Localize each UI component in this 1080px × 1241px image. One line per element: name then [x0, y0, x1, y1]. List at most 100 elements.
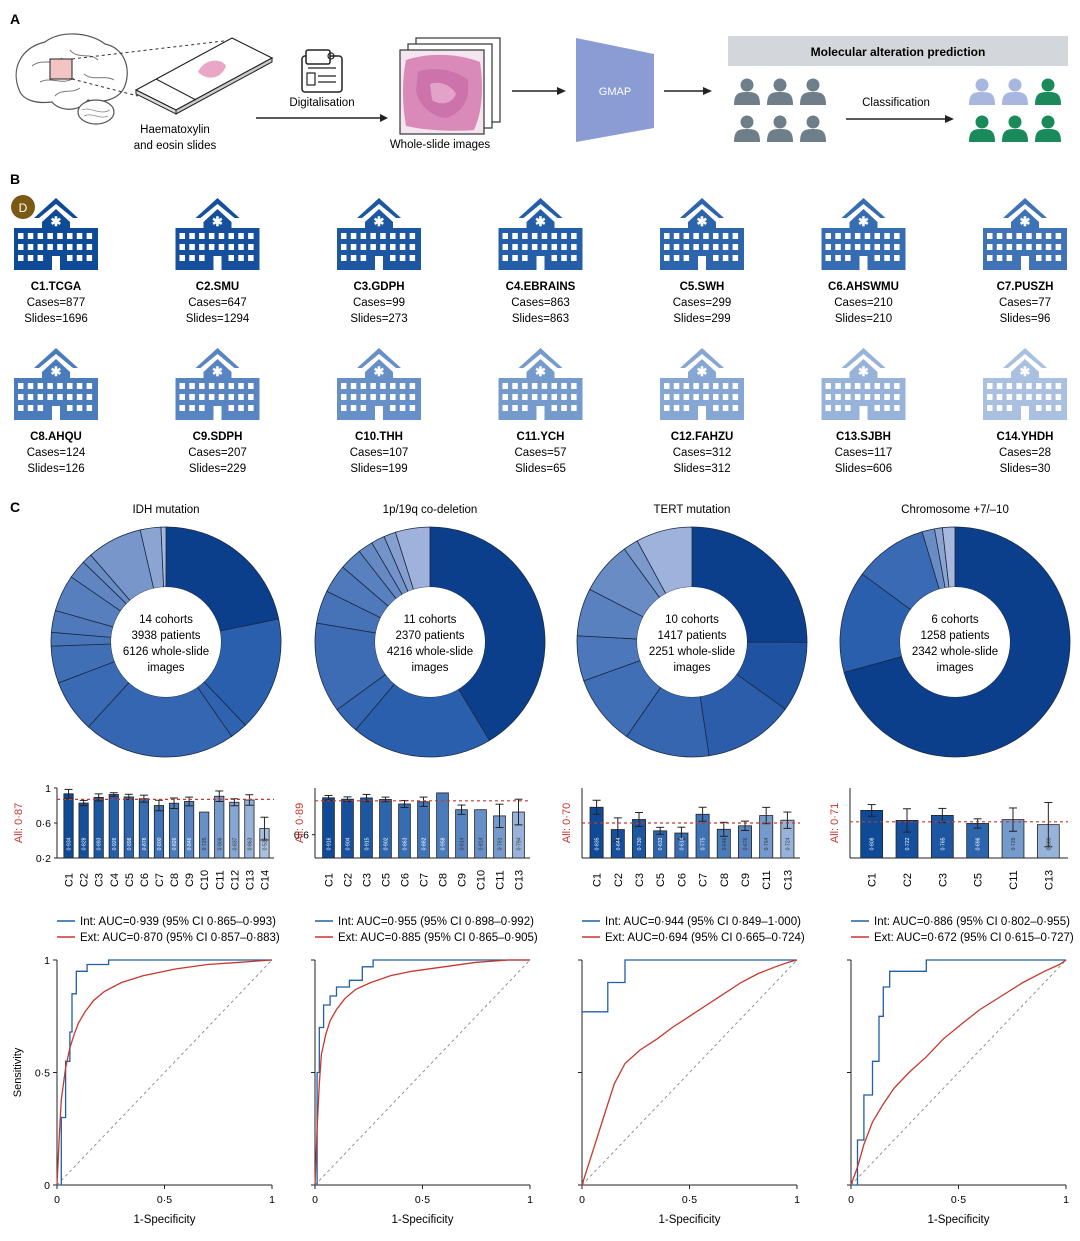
x-tick-label: C7	[419, 873, 431, 887]
cohort-name: C6.AHSWMU	[828, 281, 899, 293]
bar-value-label: 0·644	[616, 837, 622, 850]
bar-value-label: 0·722	[905, 837, 911, 850]
person-icon	[767, 78, 793, 105]
gmap-block	[576, 38, 654, 142]
chance-line	[850, 959, 1067, 1186]
cohort-cases: Cases=107	[350, 447, 409, 459]
slides-label-1: Haematoxylin	[140, 124, 210, 136]
cohort-slides: Slides=199	[350, 463, 407, 475]
x-tick-label: C9	[457, 873, 469, 887]
cohort-card: ✱ C6.AHSWMU Cases=210 Slides=210	[821, 198, 906, 325]
prediction-header: Molecular alteration prediction	[811, 45, 986, 59]
cohort-slides: Slides=1696	[24, 313, 88, 325]
wsi-label: Whole-slide images	[390, 139, 491, 151]
cohort-card: ✱ C5.SWH Cases=299 Slides=299	[660, 198, 744, 325]
bar-value-label: 0·814	[460, 837, 466, 850]
bar-value-label: 0·846	[187, 837, 193, 850]
cohort-cases: Cases=877	[27, 297, 86, 309]
bar-chart: All: 0·71 0·808 C1 0·722 C2 0·765 C3 0·696 C5 0·7…	[829, 788, 1068, 890]
cohort-cases: Cases=312	[673, 447, 732, 459]
prediction-header-bg	[728, 36, 1068, 66]
roc-curve	[582, 959, 797, 1013]
x-tick-label: C10	[199, 870, 211, 890]
x-tick-label: 1	[269, 1194, 275, 1206]
cohort-slides: Slides=229	[189, 463, 246, 475]
cohort-slides: Slides=30	[1000, 463, 1051, 475]
bar-value-label: 0·646	[722, 837, 728, 850]
cohort-grid: ✱ C1.TCGA Cases=877 Slides=1696 ✱ C2.SMU Cases…	[14, 198, 1067, 475]
x-tick-label: 1	[794, 1194, 800, 1206]
hospital-cross-icon: ✱	[51, 364, 62, 379]
bar-value-label: 0·696	[976, 837, 982, 850]
x-tick-label: C12	[229, 870, 241, 890]
bar-charts: 1 0·6 0·2 All: 0·87 0·934 C1 0·828 C2 0·893 C3 0·9…	[13, 783, 1068, 890]
bar-value-label: 0·898	[127, 837, 133, 850]
bar-chart: 1 0·6 0·2 All: 0·87 0·934 C1 0·828 C2 0·893 C3 0·9…	[13, 783, 274, 890]
legend-label: Ext: AUC=0·885 (95% CI 0·865–0·905)	[338, 932, 538, 944]
bar-value-label: 0·828	[82, 837, 88, 850]
donut-center-text: 2342 whole-slide	[912, 646, 998, 658]
x-axis-label: 1-Specificity	[659, 1214, 721, 1226]
bar-value-label: 0·800	[157, 837, 163, 850]
donut-center-text: images	[147, 662, 184, 674]
x-tick-label: C3	[634, 873, 646, 887]
donut-chart: 1p/19q co-deletion 11 cohorts 2370 patient…	[314, 504, 546, 758]
x-tick-label: C7	[154, 873, 166, 887]
hospital-cross-icon: ✱	[212, 214, 223, 229]
legend-label: Int: AUC=0·955 (95% CI 0·898–0·992)	[338, 916, 534, 928]
donut-center-text: 3938 patients	[131, 630, 200, 642]
panel-label-a: A	[10, 11, 20, 27]
hospital-cross-icon: ✱	[858, 364, 869, 379]
bar	[474, 809, 487, 859]
bar-value-label: 0·676	[743, 837, 749, 850]
bar-value-label: 0·814	[479, 837, 485, 850]
cohort-card: ✱ C13.SJBH Cases=117 Slides=606	[821, 348, 906, 475]
hospital-cross-icon: ✱	[374, 214, 385, 229]
donut-hole	[111, 587, 221, 697]
x-axis-label: 1-Specificity	[928, 1214, 990, 1226]
x-tick-label: C7	[698, 873, 710, 887]
donut-charts: IDH mutation 14 cohorts 3938 patients 6126 …	[50, 504, 1071, 758]
bar-value-label: 0·775	[701, 837, 707, 850]
hospital-icon: ✱	[337, 198, 421, 270]
hospital-cross-icon: ✱	[51, 214, 62, 229]
donut-chart: IDH mutation 14 cohorts 3938 patients 6126 …	[50, 504, 282, 758]
x-tick-label: C11	[495, 870, 507, 889]
cohort-slides: Slides=299	[673, 313, 730, 325]
x-tick-label: 0	[848, 1194, 854, 1206]
hospital-cross-icon: ✱	[697, 214, 708, 229]
bar-value-label: 0·826	[172, 837, 178, 850]
bar-value-label: 0·934	[67, 837, 73, 850]
legend-label: Ext: AUC=0·870 (95% CI 0·857–0·883)	[80, 932, 280, 944]
all-auc-label: All: 0·87	[13, 803, 25, 843]
chance-line	[314, 959, 531, 1186]
x-tick-label: 0	[54, 1194, 60, 1206]
bar-value-label: 0·808	[870, 837, 876, 850]
hospital-cross-icon: ✱	[535, 214, 546, 229]
x-tick-label: 1	[1063, 1194, 1069, 1206]
x-tick-label: C2	[343, 873, 355, 887]
x-tick-label: C6	[400, 873, 412, 887]
all-auc-label: All: 0·70	[561, 803, 573, 843]
legend-label: Int: AUC=0·944 (95% CI 0·849–1·000)	[605, 916, 801, 928]
hospital-icon: ✱	[175, 198, 260, 270]
x-tick-label: C3	[362, 873, 374, 887]
cohort-slides: Slides=606	[835, 463, 892, 475]
x-tick-label: C4	[109, 873, 121, 887]
hospital-icon: ✱	[821, 348, 906, 420]
x-tick-label: C1	[324, 873, 336, 887]
roc-curve	[56, 959, 273, 1186]
cohort-card: ✱ C10.THH Cases=107 Slides=199	[337, 348, 421, 475]
hospital-icon: ✱	[983, 348, 1067, 420]
donut-center-text: images	[673, 662, 710, 674]
hospital-cross-icon: ✱	[1020, 214, 1031, 229]
person-icon	[969, 78, 995, 105]
bar-value-label: 0·725	[202, 837, 208, 850]
bar-value-label: 0·837	[232, 837, 238, 850]
x-tick-label: 0·5	[415, 1194, 430, 1206]
bar-value-label: 0·878	[142, 837, 148, 850]
x-tick-label: C9	[740, 873, 752, 887]
hospital-icon: ✱	[660, 348, 744, 420]
cohort-cases: Cases=57	[514, 447, 566, 459]
bar-value-label: 0·765	[940, 837, 946, 850]
